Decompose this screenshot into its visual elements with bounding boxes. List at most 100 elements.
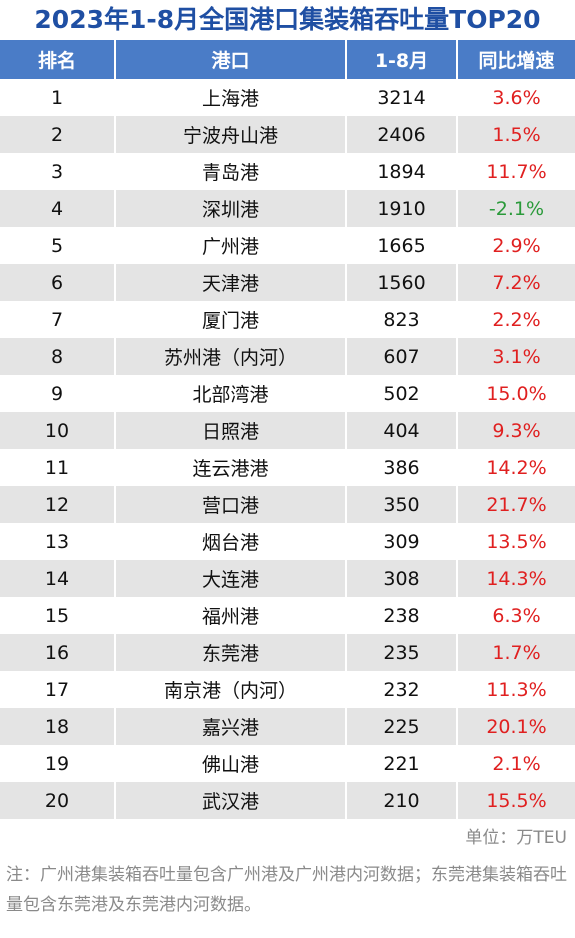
growth-cell: 1.5% xyxy=(492,123,541,146)
volume-cell: 1560 xyxy=(346,264,458,301)
port-cell: 福州港 xyxy=(115,597,347,634)
rank-cell: 9 xyxy=(0,375,116,412)
rank-cell: 7 xyxy=(0,301,116,338)
growth-cell: 11.3% xyxy=(486,678,547,701)
rank-cell: 14 xyxy=(0,560,116,597)
rank-cell: 19 xyxy=(0,745,116,782)
port-cell: 营口港 xyxy=(115,486,347,523)
volume-cell: 221 xyxy=(346,745,458,782)
rank-cell: 11 xyxy=(0,449,116,486)
unit-label: 单位：万TEU xyxy=(465,828,567,848)
header-rank: 排名 xyxy=(0,40,116,79)
rank-cell: 20 xyxy=(0,782,116,819)
header-volume: 1-8月 xyxy=(346,40,458,79)
page-title: 2023年1-8月全国港口集装箱吞吐量TOP20 xyxy=(34,5,541,34)
rank-cell: 12 xyxy=(0,486,116,523)
growth-cell: 14.3% xyxy=(486,567,547,590)
growth-cell: 2.9% xyxy=(492,234,541,257)
growth-cell: 21.7% xyxy=(486,493,547,516)
volume-cell: 309 xyxy=(346,523,458,560)
port-cell: 青岛港 xyxy=(115,153,347,190)
header-growth: 同比增速 xyxy=(478,50,555,72)
rank-cell: 6 xyxy=(0,264,116,301)
table-row: 18 嘉兴港 225 20.1% xyxy=(0,708,575,745)
volume-cell: 350 xyxy=(346,486,458,523)
volume-cell: 1665 xyxy=(346,227,458,264)
table-row: 8 苏州港（内河） 607 3.1% xyxy=(0,338,575,375)
rank-cell: 4 xyxy=(0,190,116,227)
volume-cell: 225 xyxy=(346,708,458,745)
port-cell: 嘉兴港 xyxy=(115,708,347,745)
volume-cell: 1910 xyxy=(346,190,458,227)
volume-cell: 3214 xyxy=(346,79,458,116)
port-cell: 上海港 xyxy=(115,79,347,116)
rank-cell: 2 xyxy=(0,116,116,153)
port-cell: 北部湾港 xyxy=(115,375,347,412)
table-row: 17 南京港（内河） 232 11.3% xyxy=(0,671,575,708)
table-row: 19 佛山港 221 2.1% xyxy=(0,745,575,782)
table-row: 12 营口港 350 21.7% xyxy=(0,486,575,523)
growth-cell: 6.3% xyxy=(492,604,541,627)
ranking-table: 排名 港口 1-8月 同比增速 1 上海港 3214 3.6% 2 宁波舟山港 2406 1.… xyxy=(0,40,575,819)
port-cell: 日照港 xyxy=(115,412,347,449)
growth-cell: -2.1% xyxy=(488,197,545,220)
table-row: 5 广州港 1665 2.9% xyxy=(0,227,575,264)
growth-cell: 15.5% xyxy=(486,789,547,812)
port-cell: 广州港 xyxy=(115,227,347,264)
table-header-row: 排名 港口 1-8月 同比增速 xyxy=(0,40,575,79)
footnote: 注：广州港集装箱吞吐量包含广州港及广州港内河数据；东莞港集装箱吞吐量包含东莞港及… xyxy=(6,865,567,915)
port-cell: 佛山港 xyxy=(115,745,347,782)
port-cell: 南京港（内河） xyxy=(115,671,347,708)
volume-cell: 238 xyxy=(346,597,458,634)
growth-cell: 20.1% xyxy=(486,715,547,738)
table-row: 6 天津港 1560 7.2% xyxy=(0,264,575,301)
volume-cell: 607 xyxy=(346,338,458,375)
volume-cell: 232 xyxy=(346,671,458,708)
volume-cell: 1894 xyxy=(346,153,458,190)
growth-cell: 9.3% xyxy=(492,419,541,442)
table-row: 20 武汉港 210 15.5% xyxy=(0,782,575,819)
volume-cell: 2406 xyxy=(346,116,458,153)
port-cell: 天津港 xyxy=(115,264,347,301)
rank-cell: 1 xyxy=(0,79,116,116)
port-cell: 大连港 xyxy=(115,560,347,597)
rank-cell: 16 xyxy=(0,634,116,671)
rank-cell: 18 xyxy=(0,708,116,745)
header-port: 港口 xyxy=(115,40,347,79)
port-cell: 武汉港 xyxy=(115,782,347,819)
growth-cell: 14.2% xyxy=(486,456,547,479)
table-row: 11 连云港港 386 14.2% xyxy=(0,449,575,486)
rank-cell: 3 xyxy=(0,153,116,190)
table-row: 1 上海港 3214 3.6% xyxy=(0,79,575,116)
growth-cell: 7.2% xyxy=(492,271,541,294)
port-cell: 宁波舟山港 xyxy=(115,116,347,153)
growth-cell: 1.7% xyxy=(492,641,541,664)
rank-cell: 17 xyxy=(0,671,116,708)
port-cell: 东莞港 xyxy=(115,634,347,671)
volume-cell: 308 xyxy=(346,560,458,597)
volume-cell: 502 xyxy=(346,375,458,412)
growth-cell: 3.6% xyxy=(492,86,541,109)
rank-cell: 8 xyxy=(0,338,116,375)
table-row: 16 东莞港 235 1.7% xyxy=(0,634,575,671)
rank-cell: 13 xyxy=(0,523,116,560)
port-cell: 烟台港 xyxy=(115,523,347,560)
table-row: 2 宁波舟山港 2406 1.5% xyxy=(0,116,575,153)
rank-cell: 15 xyxy=(0,597,116,634)
port-cell: 连云港港 xyxy=(115,449,347,486)
port-cell: 苏州港（内河） xyxy=(115,338,347,375)
growth-cell: 2.2% xyxy=(492,308,541,331)
table-row: 13 烟台港 309 13.5% xyxy=(0,523,575,560)
volume-cell: 210 xyxy=(346,782,458,819)
growth-cell: 13.5% xyxy=(486,530,547,553)
volume-cell: 404 xyxy=(346,412,458,449)
rank-cell: 10 xyxy=(0,412,116,449)
growth-cell: 15.0% xyxy=(486,382,547,405)
volume-cell: 386 xyxy=(346,449,458,486)
table-row: 4 深圳港 1910 -2.1% xyxy=(0,190,575,227)
port-cell: 深圳港 xyxy=(115,190,347,227)
table-row: 3 青岛港 1894 11.7% xyxy=(0,153,575,190)
volume-cell: 235 xyxy=(346,634,458,671)
table-row: 15 福州港 238 6.3% xyxy=(0,597,575,634)
growth-cell: 2.1% xyxy=(492,752,541,775)
